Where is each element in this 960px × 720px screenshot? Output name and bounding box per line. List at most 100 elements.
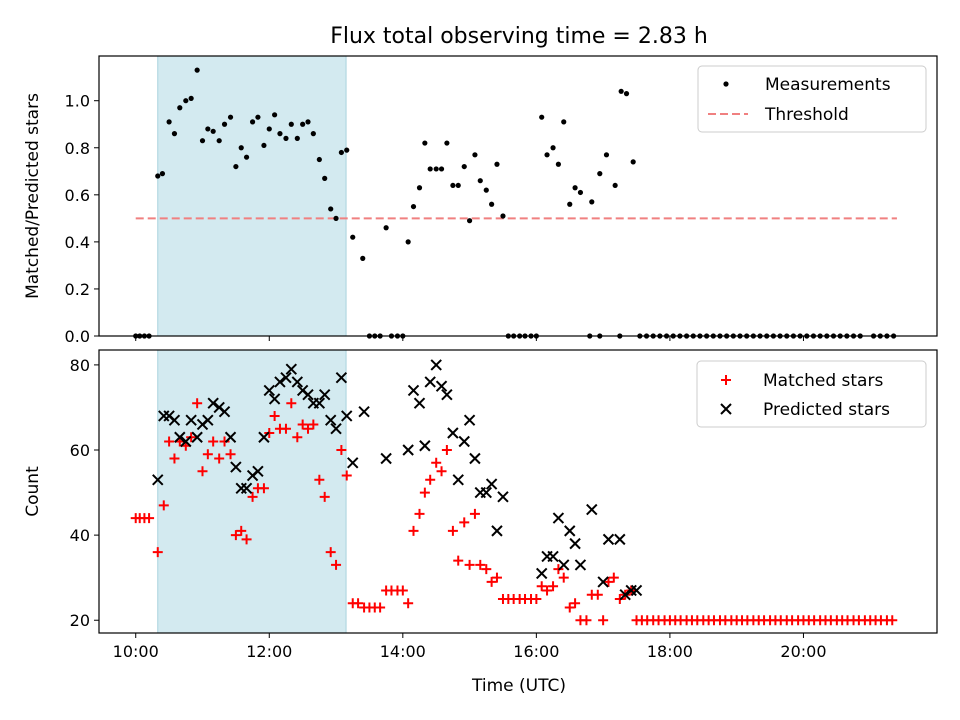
matched-point: [558, 572, 569, 583]
predicted-point: [619, 588, 631, 601]
predicted-point: [263, 384, 275, 397]
predicted-point: [574, 559, 587, 571]
y-tick-label: 60: [70, 441, 90, 460]
matched-point: [308, 419, 319, 430]
legend-predicted-label: Predicted stars: [763, 400, 890, 420]
matched-point: [325, 547, 336, 558]
measurement-point: [338, 149, 344, 156]
y-axis-label: Matched/Predicted stars: [23, 93, 43, 299]
predicted-point: [207, 397, 219, 409]
y-tick-label: 0.0: [65, 327, 90, 346]
highlight-span: [157, 55, 347, 337]
matched-point: [425, 474, 436, 485]
predicted-point: [564, 525, 576, 537]
measurement-point: [159, 171, 166, 177]
measurement-point: [597, 171, 603, 177]
matched-point: [459, 517, 470, 528]
measurement-point: [572, 185, 578, 191]
y-tick-label: 0.8: [65, 139, 90, 158]
predicted-point: [463, 414, 476, 426]
predicted-point: [535, 567, 548, 580]
legend-threshold-label: Threshold: [764, 105, 849, 125]
matched-point: [269, 410, 280, 421]
measurement-point: [433, 166, 439, 172]
predicted-point: [480, 486, 492, 499]
predicted-point: [497, 491, 509, 503]
measurement-point: [261, 142, 267, 149]
predicted-point: [180, 435, 192, 448]
predicted-point: [552, 512, 565, 524]
matched-point: [453, 555, 464, 566]
bottom-legend: Matched stars Predicted stars: [696, 360, 927, 428]
matched-point: [144, 513, 155, 524]
matched-point: [491, 572, 502, 583]
matched-point: [292, 432, 303, 443]
predicted-point: [485, 478, 498, 490]
matched-point: [403, 598, 414, 609]
measurement-point: [288, 121, 294, 127]
measurement-point: [555, 161, 561, 167]
measurement-point: [310, 131, 316, 137]
predicted-point: [318, 388, 331, 401]
predicted-point: [424, 376, 436, 388]
y-tick-label: 40: [70, 526, 90, 545]
measurement-point: [589, 199, 595, 205]
predicted-point: [402, 444, 414, 456]
measurement-point: [427, 166, 433, 172]
legend-matched-label: Matched stars: [763, 371, 883, 391]
predicted-point: [291, 376, 304, 388]
measurement-point: [316, 156, 322, 163]
predicted-point: [168, 414, 181, 426]
predicted-point: [419, 440, 431, 452]
predicted-point: [435, 380, 448, 392]
bottom-panel: 20 40 60 80 10:00 12:00 14:00 16:00 18:00 20:00 Co…: [23, 349, 938, 661]
predicted-point: [602, 533, 615, 546]
measurement-point: [494, 161, 500, 167]
predicted-point: [491, 525, 503, 537]
matched-point: [486, 576, 497, 587]
matched-point: [531, 593, 542, 604]
predicted-point: [335, 371, 348, 384]
matched-point: [336, 445, 347, 456]
measurement-point: [305, 119, 311, 125]
measurement-point: [322, 175, 328, 181]
matched-point: [197, 466, 208, 477]
predicted-point: [230, 461, 242, 473]
matched-point: [414, 508, 425, 519]
y-tick-label: 0.4: [65, 233, 90, 252]
measurement-point: [623, 91, 630, 97]
legend-measurements-marker: [723, 81, 729, 87]
x-tick-label: 12:00: [246, 642, 292, 661]
y-tick-label: 20: [70, 611, 90, 630]
predicted-point: [302, 388, 314, 401]
top-legend-box: [697, 65, 927, 133]
matched-point: [192, 398, 203, 409]
predicted-point: [469, 452, 481, 465]
measurement-point: [227, 114, 234, 120]
measurement-point: [300, 121, 306, 127]
predicted-point: [347, 457, 359, 469]
measurement-point: [243, 154, 250, 160]
x-tick-label: 10:00: [113, 642, 159, 661]
predicted-point: [258, 431, 270, 443]
x-tick-label: 16:00: [513, 642, 559, 661]
predicted-point: [597, 576, 609, 588]
measurement-point: [188, 95, 194, 101]
matched-point: [202, 449, 213, 460]
predicted-point: [313, 397, 326, 409]
measurement-point: [272, 112, 278, 118]
matched-point: [341, 470, 352, 481]
matched-point: [302, 423, 313, 434]
matched-point: [481, 564, 492, 575]
measurement-point: [171, 131, 178, 137]
measurement-point: [221, 121, 228, 127]
matched-point: [247, 491, 258, 502]
measurement-point: [416, 185, 423, 191]
top-panel: 0.0 0.2 0.4 0.6 0.8 1.0 Matched/Predicted star…: [23, 55, 938, 346]
measurement-point: [539, 114, 545, 120]
measurement-point: [328, 206, 334, 212]
predicted-point: [174, 431, 186, 443]
matched-point: [225, 449, 236, 460]
matched-point: [469, 508, 480, 519]
